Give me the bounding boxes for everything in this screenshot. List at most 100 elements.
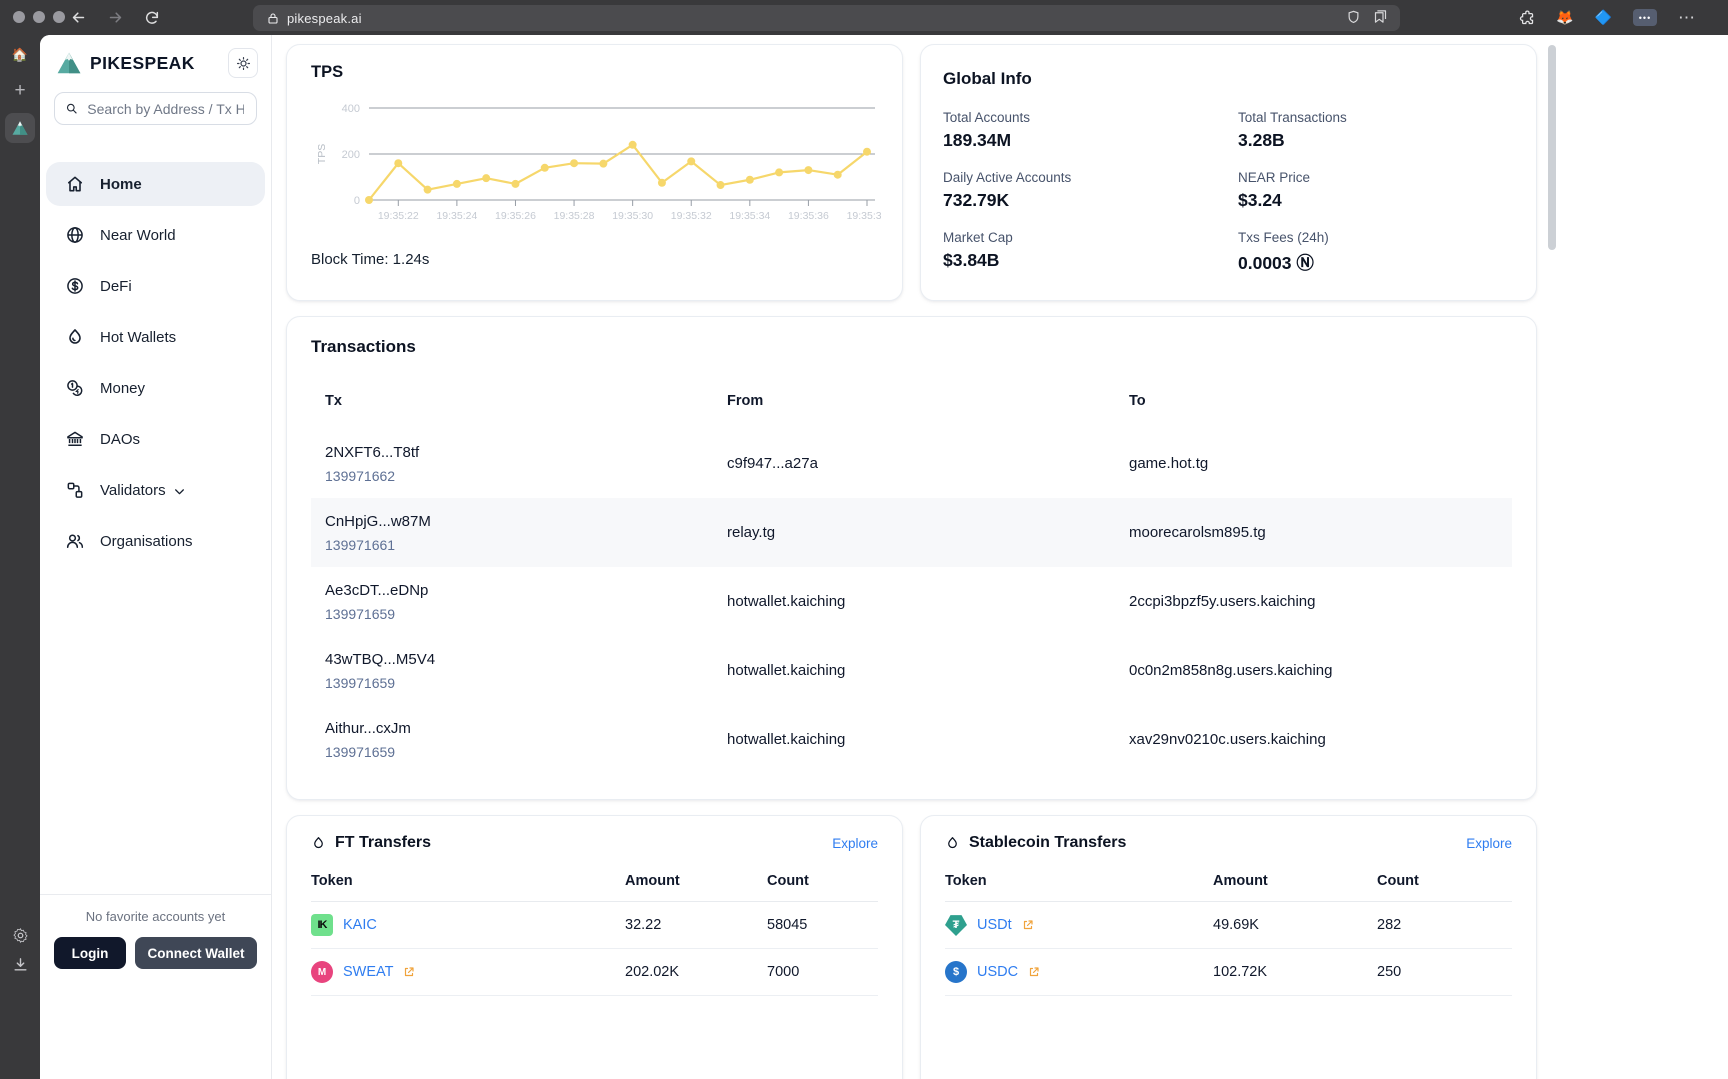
svg-text:19:35:38: 19:35:38 — [847, 210, 881, 222]
stat-near-price: NEAR Price $3.24 — [1238, 170, 1311, 210]
sidebar-item-money[interactable]: Money — [46, 366, 265, 410]
login-button[interactable]: Login — [54, 937, 126, 969]
ft-transfers-card: FT Transfers Explore Token Amount Count … — [286, 815, 903, 1079]
sidebar-item-hot-wallets[interactable]: Hot Wallets — [46, 315, 265, 359]
block-time: Block Time: 1.24s — [311, 251, 430, 268]
block-link[interactable]: 139971659 — [325, 605, 396, 622]
external-link-icon[interactable] — [403, 966, 415, 978]
site-nav: Home Near World DeFi Hot Wallets Money D… — [46, 162, 265, 563]
table-row: 43wTBQ...M5V4 139971659 hotwallet.kaichin… — [325, 650, 1333, 691]
svg-text:19:35:22: 19:35:22 — [378, 210, 419, 222]
sidebar-item-validators[interactable]: Validators — [46, 468, 265, 512]
settings-gear-icon[interactable] — [0, 927, 40, 944]
svg-text:19:35:34: 19:35:34 — [729, 210, 770, 222]
people-icon — [66, 534, 84, 548]
external-link-icon[interactable] — [1022, 919, 1034, 931]
window-controls[interactable] — [13, 11, 65, 23]
stat-txs-fees: Txs Fees (24h) 0.0003 Ⓝ — [1238, 230, 1329, 273]
bookmark-save-icon[interactable] — [1373, 9, 1388, 27]
transactions-card: Transactions Tx From To 2NXFT6...T8tf 139… — [286, 316, 1537, 800]
block-link[interactable]: 139971659 — [325, 743, 396, 760]
password-manager-extension-icon[interactable]: ••• — [1633, 9, 1657, 26]
tps-card: TPS 0 200 400 TPS 19:35:22 19:35:24 19:35:26 19… — [286, 44, 903, 301]
metamask-extension-icon[interactable]: 🦊 — [1556, 9, 1574, 25]
table-row: Ae3cDT...eDNp 139971659 hotwallet.kaichin… — [325, 581, 1316, 622]
minimize-window-button[interactable] — [33, 11, 45, 23]
table-row: Aithur...cxJm 139971659 hotwallet.kaichin… — [325, 719, 1326, 760]
svg-text:400: 400 — [342, 103, 360, 115]
block-link[interactable]: 139971659 — [325, 674, 396, 691]
token-link[interactable]: USDC — [977, 964, 1019, 980]
address-bar[interactable]: pikespeak.ai — [253, 5, 1400, 31]
forward-button[interactable] — [105, 8, 125, 28]
main-content: TPS 0 200 400 TPS 19:35:22 19:35:24 19:35:26 19… — [272, 35, 1728, 1079]
page-scrollbar[interactable] — [1548, 45, 1556, 250]
sidebar-item-home[interactable]: Home — [46, 162, 265, 206]
flame-icon — [948, 837, 957, 849]
svg-text:19:35:26: 19:35:26 — [495, 210, 536, 222]
globe-icon — [67, 227, 83, 243]
token-link[interactable]: KAIC — [343, 917, 377, 933]
theme-toggle-button[interactable] — [228, 48, 258, 78]
ft-header-row: Token Amount Count — [311, 852, 878, 902]
pikespeak-favicon — [12, 121, 28, 135]
close-window-button[interactable] — [13, 11, 25, 23]
home-icon — [67, 176, 83, 192]
block-link[interactable]: 139971661 — [325, 536, 396, 553]
browser-tab-strip: 🏠 + — [0, 35, 40, 1079]
svg-text:19:35:36: 19:35:36 — [788, 210, 829, 222]
table-row: 2NXFT6...T8tf 139971662 c9f947...a27a gam… — [325, 443, 1209, 484]
wallet-gem-extension-icon[interactable]: 🔷 — [1594, 9, 1612, 25]
tps-title: TPS — [311, 63, 344, 81]
back-button[interactable] — [68, 8, 88, 28]
sun-icon — [236, 56, 250, 70]
global-info-card: Global Info Total Accounts 189.34M Total… — [920, 44, 1537, 301]
tps-line-chart: 0 200 400 TPS 19:35:22 19:35:24 19:35:26 19:35:… — [316, 103, 888, 222]
nodes-icon — [67, 482, 83, 498]
flame-icon — [69, 329, 81, 344]
connect-wallet-button[interactable]: Connect Wallet — [135, 937, 257, 969]
svg-text:19:35:24: 19:35:24 — [436, 210, 477, 222]
svg-text:200: 200 — [342, 149, 360, 161]
chevron-down-icon — [174, 488, 184, 494]
transactions-table: Tx From To 2NXFT6...T8tf 139971662 c9f947… — [311, 381, 1512, 774]
browser-menu-icon[interactable]: ⋯ — [1678, 7, 1696, 27]
pikespeak-logo — [57, 52, 81, 74]
sidebar-item-near-world[interactable]: Near World — [46, 213, 265, 257]
list-item: IK KAIC 32.22 58045 — [311, 902, 878, 949]
transactions-header-row: Tx From To — [325, 393, 1146, 409]
ft-explore-link[interactable]: Explore — [832, 835, 878, 851]
transactions-title: Transactions — [311, 337, 416, 356]
extensions-puzzle-icon[interactable] — [1518, 9, 1535, 26]
downloads-icon[interactable] — [0, 956, 40, 973]
stat-market-cap: Market Cap $3.84B — [943, 230, 1013, 270]
bank-icon — [67, 431, 83, 446]
svg-text:19:35:30: 19:35:30 — [612, 210, 653, 222]
zoom-window-button[interactable] — [53, 11, 65, 23]
pikespeak-tab[interactable] — [5, 113, 35, 143]
svg-text:TPS: TPS — [316, 144, 328, 164]
token-link[interactable]: SWEAT — [343, 964, 394, 980]
token-link[interactable]: USDt — [977, 917, 1012, 933]
list-item: M SWEAT 202.02K 7000 — [311, 949, 878, 996]
sidebar-item-organisations[interactable]: Organisations — [46, 519, 265, 563]
block-link[interactable]: 139971662 — [325, 467, 396, 484]
sidebar-footer: No favorite accounts yet Login Connect W… — [40, 894, 271, 969]
reload-button[interactable] — [142, 8, 162, 28]
svg-text:0: 0 — [354, 195, 360, 207]
sidebar-item-defi[interactable]: DeFi — [46, 264, 265, 308]
shield-icon[interactable] — [1346, 9, 1361, 28]
external-link-icon[interactable] — [1028, 966, 1040, 978]
list-item: $ USDC 102.72K 250 — [945, 949, 1512, 996]
search-input[interactable] — [85, 99, 246, 118]
stablecoin-transfers-card: Stablecoin Transfers Explore Token Amoun… — [920, 815, 1537, 1079]
sidebar-item-daos[interactable]: DAOs — [46, 417, 265, 461]
usdc-token-icon: $ — [945, 961, 967, 983]
lock-icon — [267, 12, 279, 25]
list-item: ₮ USDt 49.69K 282 — [945, 902, 1512, 949]
stat-total-accounts: Total Accounts 189.34M — [943, 110, 1031, 150]
stablecoin-header-row: Token Amount Count — [945, 852, 1512, 902]
home-tab-icon[interactable]: 🏠 — [11, 47, 29, 62]
stablecoin-explore-link[interactable]: Explore — [1466, 835, 1512, 851]
new-tab-button[interactable]: + — [14, 80, 26, 101]
